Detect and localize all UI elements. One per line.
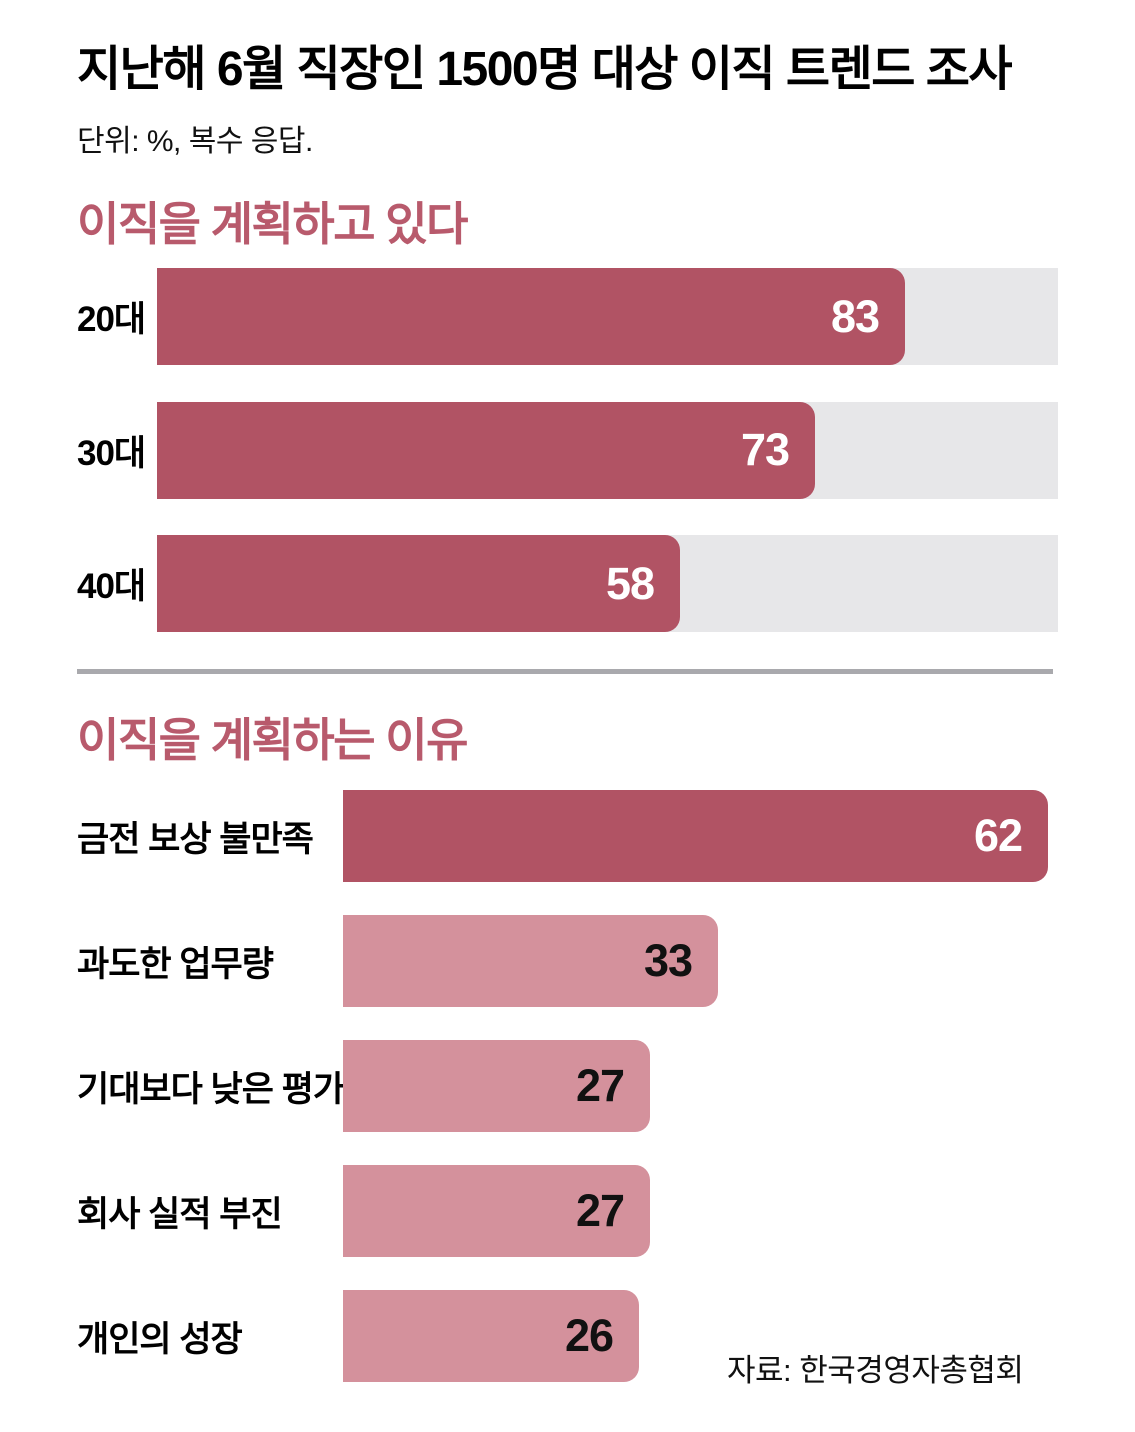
- bar-fill: 33: [343, 915, 718, 1007]
- bar-value-label: 27: [575, 1185, 625, 1236]
- page-title: 지난해 6월 직장인 1500명 대상 이직 트렌드 조사: [77, 43, 1013, 96]
- bar-row: 20대 83: [0, 268, 1135, 365]
- bar-fill: 83: [157, 268, 905, 365]
- bar-category-label: 과도한 업무량: [77, 944, 274, 984]
- bar-category-label: 회사 실적 부진: [77, 1194, 283, 1234]
- bar-row: 기대보다 낮은 평가 27: [0, 1040, 1135, 1132]
- bar-row: 30대 73: [0, 401, 1135, 499]
- bar-value-label: 73: [740, 424, 790, 475]
- section-divider: [77, 669, 1053, 674]
- bar-category-label: 금전 보상 불만족: [77, 819, 314, 859]
- bar-fill: 58: [157, 535, 680, 632]
- bar-category-label: 30대: [77, 433, 146, 473]
- bar-fill: 27: [343, 1165, 650, 1257]
- bar-row: 회사 실적 부진 27: [0, 1165, 1135, 1257]
- bar-fill: 26: [343, 1290, 639, 1382]
- unit-note: 단위: %, 복수 응답.: [77, 125, 313, 158]
- bar-value-label: 26: [564, 1310, 614, 1361]
- bar-category-label: 20대: [77, 300, 146, 339]
- bar-category-label: 기대보다 낮은 평가: [77, 1069, 345, 1109]
- bar-category-label: 40대: [77, 567, 146, 606]
- bar-row: 과도한 업무량 33: [0, 915, 1135, 1007]
- source-credit: 자료: 한국경영자총협회: [727, 1353, 1024, 1388]
- bar-category-label: 개인의 성장: [77, 1319, 243, 1359]
- section1-title: 이직을 계획하고 있다: [77, 198, 468, 250]
- bar-row: 개인의 성장 26: [0, 1290, 1135, 1382]
- bar-fill: 27: [343, 1040, 650, 1132]
- bar-fill: 73: [157, 401, 815, 499]
- bar-value-label: 33: [643, 935, 693, 986]
- bar-row: 금전 보상 불만족 62: [0, 790, 1135, 882]
- bar-row: 40대 58: [0, 535, 1135, 632]
- bar-value-label: 27: [575, 1060, 625, 1111]
- bar-value-label: 58: [605, 557, 655, 609]
- bar-value-label: 62: [973, 810, 1023, 861]
- bar-fill: 62: [343, 790, 1048, 882]
- section2-title: 이직을 계획하는 이유: [77, 714, 468, 766]
- bar-value-label: 83: [830, 290, 880, 342]
